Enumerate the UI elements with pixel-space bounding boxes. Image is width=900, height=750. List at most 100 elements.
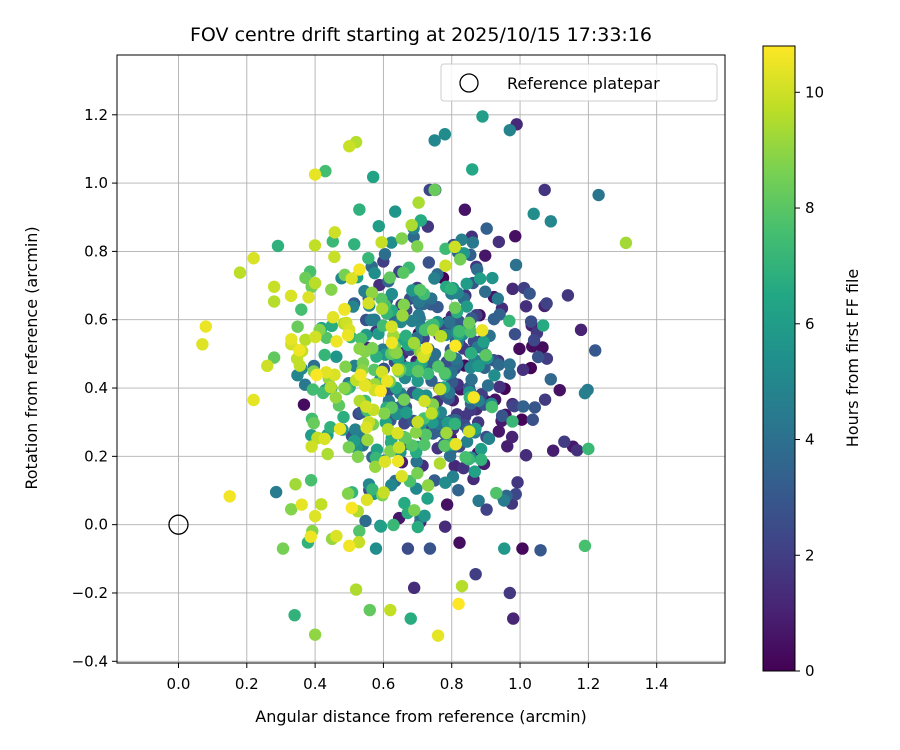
data-point: [439, 259, 452, 272]
reference-marker-layer: [168, 514, 189, 535]
data-point: [385, 320, 398, 333]
data-point: [458, 203, 472, 216]
data-point: [453, 253, 467, 266]
y-tick-label: −0.2: [72, 584, 108, 602]
data-point: [434, 330, 448, 343]
data-point: [480, 503, 493, 516]
data-point: [488, 369, 501, 382]
data-point: [338, 302, 351, 316]
data-point: [339, 360, 352, 373]
x-tick-label: 1.0: [508, 675, 532, 693]
data-point: [411, 374, 424, 388]
data-point: [515, 413, 529, 426]
data-point: [385, 336, 399, 349]
data-point: [308, 509, 322, 523]
data-point: [341, 328, 355, 342]
data-point: [460, 277, 473, 290]
data-point: [428, 183, 441, 197]
data-point: [261, 359, 274, 373]
data-point: [366, 483, 379, 496]
data-point: [383, 271, 397, 284]
data-point: [440, 426, 453, 440]
data-point: [526, 413, 539, 426]
data-point: [508, 399, 521, 413]
data-point: [411, 520, 425, 534]
data-point: [411, 365, 425, 378]
data-point: [412, 196, 425, 209]
data-point: [476, 110, 489, 123]
data-point: [284, 289, 298, 303]
data-point: [375, 292, 388, 306]
data-point: [467, 391, 480, 404]
data-point: [472, 494, 485, 508]
reference-platepar-marker: [168, 514, 189, 535]
data-point: [422, 256, 436, 269]
y-axis-ticks: −0.4 −0.2 0.0 0.2 0.4 0.6 0.8 1.0 1.2: [72, 106, 117, 670]
data-point: [366, 170, 380, 184]
data-point: [374, 520, 388, 533]
data-point: [368, 266, 381, 280]
data-point: [385, 236, 398, 249]
data-point: [516, 363, 530, 376]
data-point: [360, 421, 373, 434]
data-point: [431, 629, 445, 642]
data-point: [477, 335, 490, 349]
data-point: [345, 272, 358, 285]
data-point: [405, 218, 418, 232]
data-point: [419, 428, 433, 441]
y-tick-label: 0.2: [84, 447, 108, 465]
data-point: [544, 373, 557, 386]
data-point: [413, 283, 427, 297]
data-point: [293, 344, 306, 357]
data-point: [345, 501, 358, 515]
x-tick-label: 1.4: [645, 675, 669, 693]
data-point: [540, 297, 553, 310]
data-point: [407, 230, 420, 244]
data-point: [443, 315, 456, 329]
data-point: [558, 435, 571, 448]
data-point: [302, 291, 315, 304]
data-point: [324, 381, 337, 394]
data-point: [326, 311, 340, 324]
data-point: [318, 348, 331, 362]
data-point: [493, 380, 506, 394]
colorbar-tick-label: 0: [805, 662, 815, 680]
data-point: [440, 498, 454, 511]
data-point: [468, 465, 482, 478]
data-point: [328, 250, 341, 264]
data-point: [304, 474, 318, 487]
data-point: [291, 320, 304, 333]
x-tick-label: 0.8: [440, 675, 464, 693]
colorbar-tick-label: 6: [805, 315, 815, 333]
data-point: [463, 425, 476, 438]
data-point: [448, 240, 462, 254]
data-point: [505, 430, 519, 444]
data-point: [330, 350, 343, 363]
data-point: [353, 263, 366, 276]
data-point: [269, 485, 283, 499]
data-point: [354, 332, 368, 345]
data-point: [492, 425, 506, 438]
data-point: [536, 341, 549, 354]
data-point: [395, 232, 409, 245]
data-point: [524, 315, 538, 328]
data-point: [498, 542, 511, 555]
data-point: [578, 539, 592, 553]
data-point: [443, 349, 457, 362]
data-point: [459, 450, 472, 464]
data-point: [544, 215, 557, 228]
data-point: [507, 612, 520, 625]
data-point: [509, 488, 522, 501]
data-point: [401, 542, 415, 555]
data-point: [464, 346, 478, 360]
data-point: [407, 581, 421, 595]
data-point: [318, 432, 331, 446]
data-points: [196, 110, 633, 642]
data-point: [348, 238, 361, 251]
data-point: [508, 327, 522, 341]
data-point: [308, 239, 322, 252]
data-point: [538, 393, 552, 406]
data-point: [531, 350, 545, 364]
y-axis-label: Rotation from reference (arcmin): [22, 226, 41, 489]
